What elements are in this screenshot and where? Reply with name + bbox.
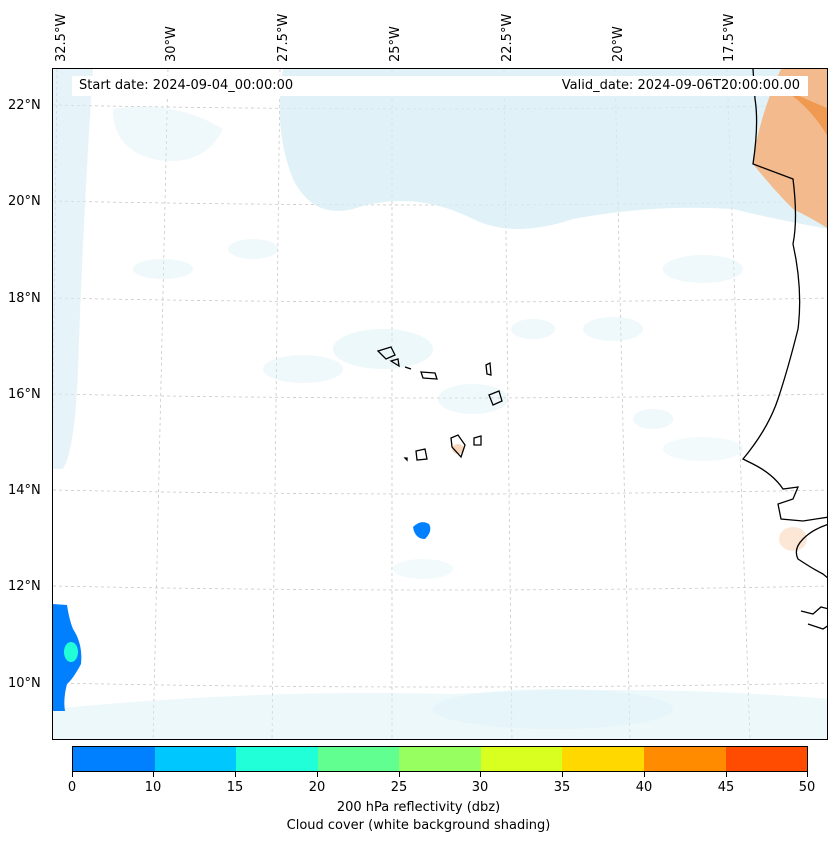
colorbar-segment <box>73 747 155 771</box>
lat-label-16n: 16°N <box>8 387 41 402</box>
colorbar-segment <box>236 747 318 771</box>
lon-label-25w: 25°W <box>388 26 403 62</box>
start-date-label: Start date: 2024-09-04_00:00:00 <box>79 78 294 93</box>
colorbar-segment <box>562 747 644 771</box>
colorbar-tick <box>644 772 645 777</box>
map-panel <box>52 68 828 740</box>
date-info-bar: Start date: 2024-09-04_00:00:00 Valid_da… <box>72 76 808 96</box>
lon-label-22-5w: 22.5°W <box>500 13 515 62</box>
lon-label-30w: 30°W <box>164 26 179 62</box>
graticule <box>53 69 827 739</box>
colorbar-tick <box>726 772 727 777</box>
lat-label-20n: 20°N <box>8 194 41 209</box>
colorbar-tick-label: 20 <box>308 780 326 795</box>
colorbar-tick <box>153 772 154 777</box>
lon-label-17-5w: 17.5°W <box>722 13 737 62</box>
lon-label-32-5w: 32.5°W <box>54 13 69 62</box>
colorbar-tick-label: 45 <box>717 780 735 795</box>
map-canvas <box>53 69 827 739</box>
colorbar-segment <box>317 747 400 771</box>
colorbar-segment <box>480 747 563 771</box>
lat-label-14n: 14°N <box>8 483 41 498</box>
colorbar-subtitle: Cloud cover (white background shading) <box>286 818 551 833</box>
reflectivity-echoes <box>53 522 431 711</box>
lat-label-12n: 12°N <box>8 579 41 594</box>
colorbar-tick-label: 0 <box>67 780 77 795</box>
colorbar-tick <box>317 772 318 777</box>
colorbar-title: 200 hPa reflectivity (dbz) <box>336 800 501 815</box>
colorbar-segment <box>643 747 726 771</box>
lat-label-18n: 18°N <box>8 291 41 306</box>
coastline <box>376 69 827 630</box>
valid-date-label: Valid_date: 2024-09-06T20:00:00.00 <box>561 78 800 93</box>
colorbar-tick <box>562 772 563 777</box>
colorbar-tick-label: 35 <box>553 780 571 795</box>
lon-label-27-5w: 27.5°W <box>276 13 291 62</box>
colorbar-tick-label: 10 <box>144 780 162 795</box>
colorbar-tick <box>480 772 481 777</box>
colorbar-tick-label: 25 <box>390 780 408 795</box>
colorbar-tick-label: 30 <box>471 780 489 795</box>
colorbar-segment <box>154 747 237 771</box>
colorbar-tick-label: 40 <box>635 780 653 795</box>
colorbar-tick-label: 15 <box>226 780 244 795</box>
colorbar-segment <box>725 747 808 771</box>
colorbar-tick <box>399 772 400 777</box>
colorbar-segment <box>399 747 481 771</box>
colorbar <box>72 746 808 772</box>
colorbar-tick <box>235 772 236 777</box>
lat-label-10n: 10°N <box>8 676 41 691</box>
lon-label-20w: 20°W <box>611 26 626 62</box>
colorbar-tick <box>72 772 73 777</box>
colorbar-tick <box>807 772 808 777</box>
cloud-cover <box>53 69 827 739</box>
lat-label-22n: 22°N <box>8 98 41 113</box>
land-shading <box>452 69 827 551</box>
colorbar-tick-label: 50 <box>798 780 816 795</box>
